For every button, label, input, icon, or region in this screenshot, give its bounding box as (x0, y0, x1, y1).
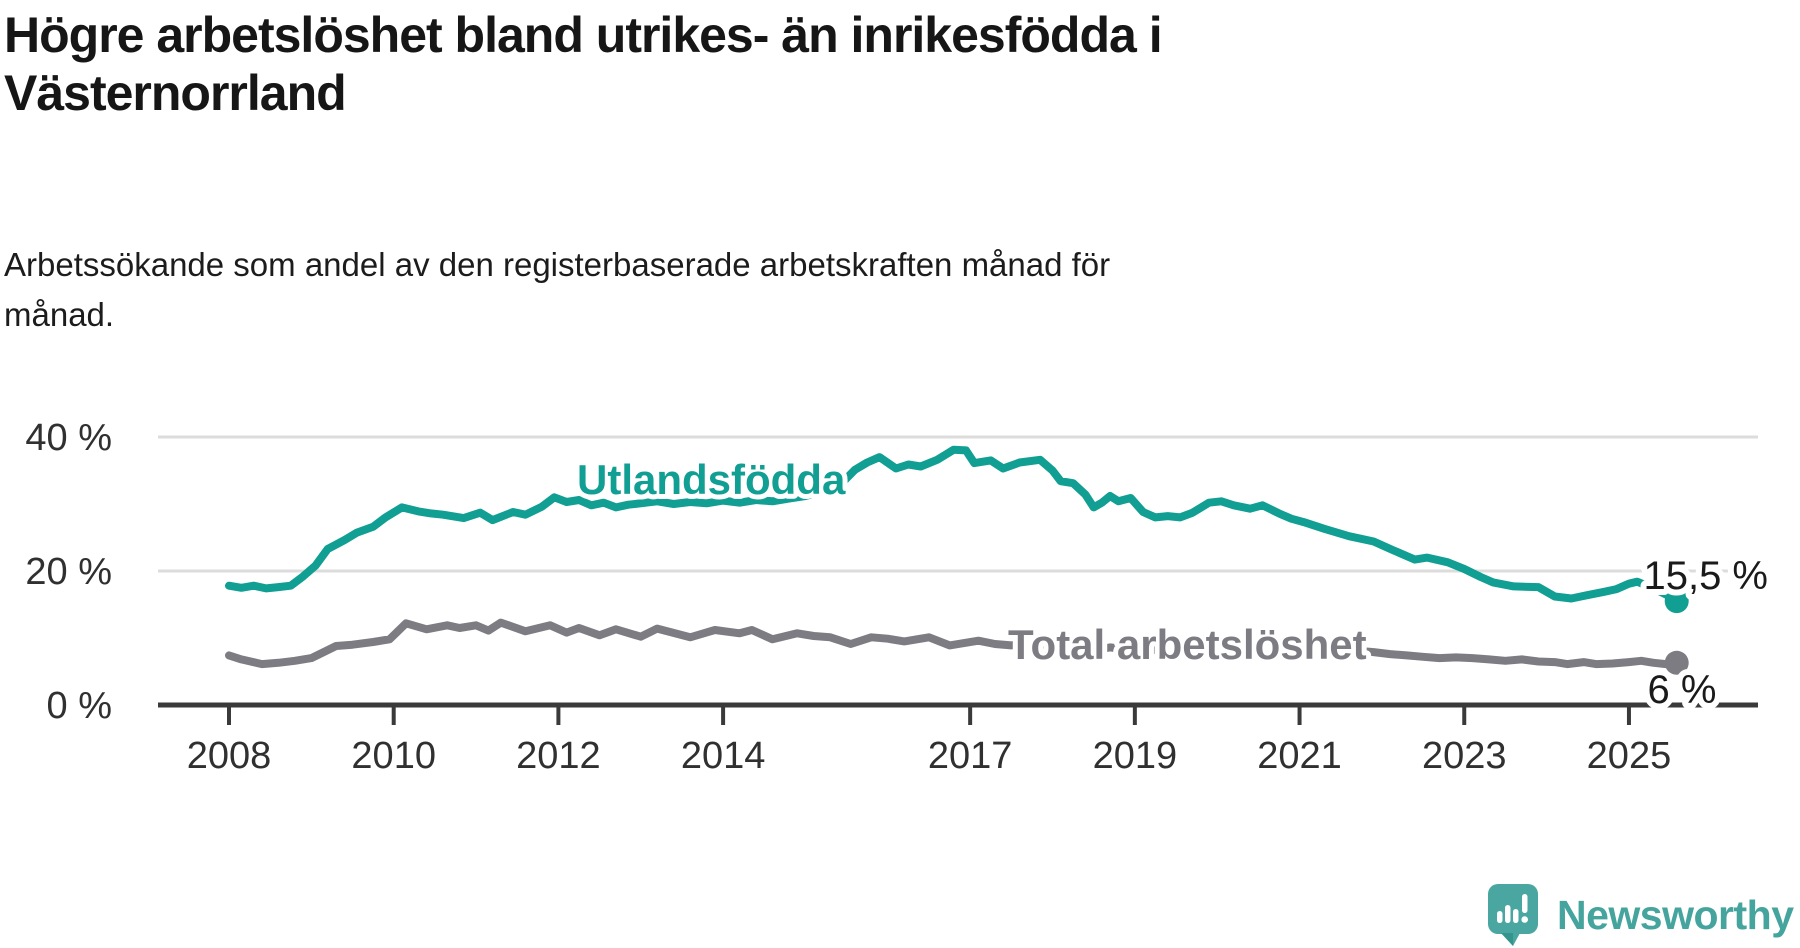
y-tick-label: 40 % (25, 417, 112, 459)
x-tick-label: 2019 (1093, 735, 1178, 777)
x-tick-label: 2014 (681, 735, 766, 777)
chart-title: Högre arbetslöshet bland utrikes- än inr… (4, 7, 1163, 121)
newsworthy-icon (1488, 884, 1538, 946)
series-end-dot-total (1664, 650, 1689, 675)
x-tick-label: 2008 (187, 735, 272, 777)
y-tick-label: 20 % (25, 551, 112, 593)
series-label-total: Total arbetslöshet (1008, 621, 1367, 668)
series-end-value-label: 15,5 % (1643, 554, 1768, 598)
series-line-utlandsfodda (225, 445, 1681, 606)
x-tick-label: 2025 (1587, 735, 1672, 777)
x-tick-label: 2017 (928, 735, 1013, 777)
series-label-utlandsfodda: Utlandsfödda (577, 456, 846, 503)
x-tick-label: 2023 (1422, 735, 1507, 777)
x-tick-label: 2021 (1257, 735, 1342, 777)
x-tick-label: 2012 (516, 735, 601, 777)
x-tick-label: 2010 (351, 735, 436, 777)
newsworthy-wordmark: Newsworthy (1557, 891, 1794, 938)
y-tick-label: 0 % (47, 685, 112, 727)
newsworthy-logo[interactable]: Newsworthy (1488, 884, 1794, 946)
series-end-dot-utlandsfodda (1664, 589, 1689, 614)
chart-subtitle: Arbetssökande som andel av den registerb… (4, 246, 1111, 333)
series-line-total (225, 618, 1681, 669)
series-end-value-label: 6 % (1648, 668, 1717, 712)
